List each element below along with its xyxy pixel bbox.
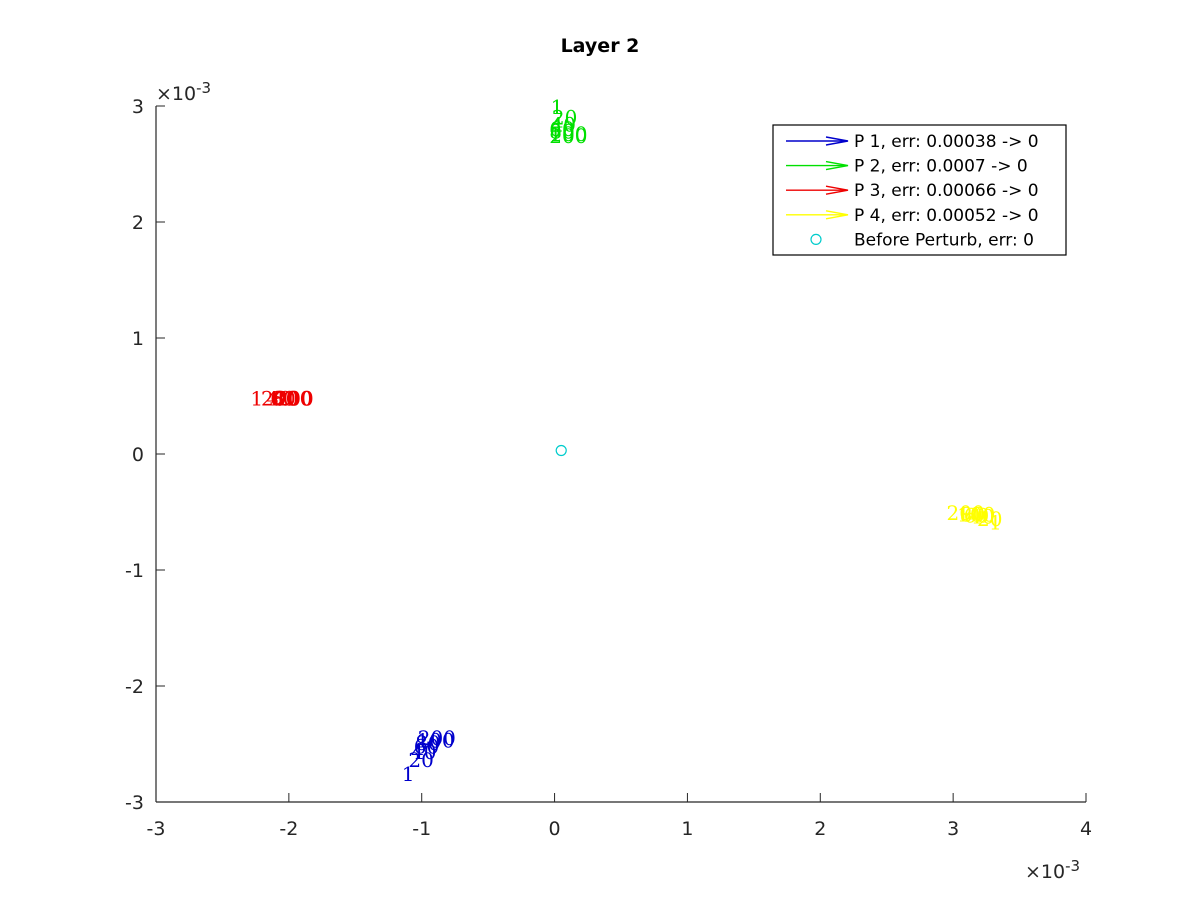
legend: P 1, err: 0.00038 -> 0 P 2, err: 0.0007 -… [772, 124, 1067, 256]
x-multiplier-exponent: -3 [1065, 857, 1080, 875]
point-label: 80 [273, 386, 298, 410]
legend-label: P 2, err: 0.0007 -> 0 [854, 157, 1028, 177]
point-label: 100 [957, 502, 995, 526]
y-tick-label: -2 [125, 676, 144, 698]
y-tick-label: -3 [125, 792, 144, 814]
legend-label: P 3, err: 0.00066 -> 0 [854, 181, 1039, 201]
legend-entry: P 3, err: 0.00066 -> 0 [786, 181, 1039, 201]
point-label: 100 [549, 122, 587, 146]
point-label: 20 [977, 507, 1002, 531]
point-label: 60 [964, 503, 989, 527]
y-multiplier-exponent: -3 [196, 79, 211, 97]
legend-arrow-head [825, 185, 849, 195]
legend-arrow-head [825, 210, 849, 220]
legend-entry: P 1, err: 0.00038 -> 0 [786, 132, 1039, 152]
point-label: 20 [408, 748, 433, 772]
legend-label: P 1, err: 0.00038 -> 0 [854, 132, 1039, 152]
point-label: 1 [551, 95, 564, 119]
legend-circle-marker [810, 233, 822, 245]
legend-label: P 4, err: 0.00052 -> 0 [854, 206, 1039, 226]
x-tick-label: 4 [1080, 818, 1092, 840]
x-tick-label: -1 [412, 818, 431, 840]
point-label: 200 [418, 726, 456, 750]
y-tick-label: 3 [132, 96, 144, 118]
legend-arrow-head [825, 136, 849, 146]
before-perturb-marker [555, 444, 567, 457]
point-label: 60 [270, 386, 295, 410]
x-multiplier-base: ×10 [1025, 861, 1065, 883]
x-tick-label: 2 [814, 818, 826, 840]
legend-entry: Before Perturb, err: 0 [810, 230, 1034, 250]
point-label: 1 [250, 386, 263, 410]
point-label: 200 [276, 386, 314, 410]
y-multiplier-base: ×10 [156, 83, 196, 105]
point-label: 60 [549, 117, 574, 141]
point-label: 40 [266, 386, 291, 410]
point-label: 60 [414, 734, 439, 758]
point-label: 40 [411, 740, 436, 764]
legend-label: Before Perturb, err: 0 [854, 230, 1034, 250]
x-tick-label: 3 [947, 818, 959, 840]
point-label: 200 [549, 124, 587, 148]
point-label: 20 [261, 386, 286, 410]
point-label: 1 [989, 510, 1002, 534]
y-tick-label: 0 [132, 444, 144, 466]
legend-entry: P 4, err: 0.00052 -> 0 [786, 206, 1039, 226]
point-label: 40 [551, 113, 576, 137]
x-tick-label: 0 [549, 818, 561, 840]
point-label: 80 [549, 119, 574, 143]
point-label: 80 [960, 502, 985, 526]
point-label: 200 [947, 501, 985, 525]
x-tick-label: 1 [681, 818, 693, 840]
point-label: 100 [416, 728, 454, 752]
y-tick-label: 1 [132, 328, 144, 350]
y-multiplier: ×10-3 [156, 79, 211, 105]
point-label: 40 [969, 505, 994, 529]
legend-arrow-head [825, 160, 849, 171]
point-label: 1 [402, 762, 415, 786]
y-tick-label: 2 [132, 212, 144, 234]
point-label: 100 [274, 386, 312, 410]
chart-title: Layer 2 [561, 35, 640, 57]
y-tick-label: -1 [125, 560, 144, 582]
point-label: 20 [552, 106, 577, 130]
legend-entry: P 2, err: 0.0007 -> 0 [786, 157, 1028, 177]
x-tick-label: -3 [147, 818, 166, 840]
x-multiplier: ×10-3 [1025, 857, 1080, 883]
point-label: 80 [415, 731, 440, 755]
data-points: 1204060801002001204060801002001204060801… [250, 95, 1002, 786]
x-tick-label: -2 [279, 818, 298, 840]
